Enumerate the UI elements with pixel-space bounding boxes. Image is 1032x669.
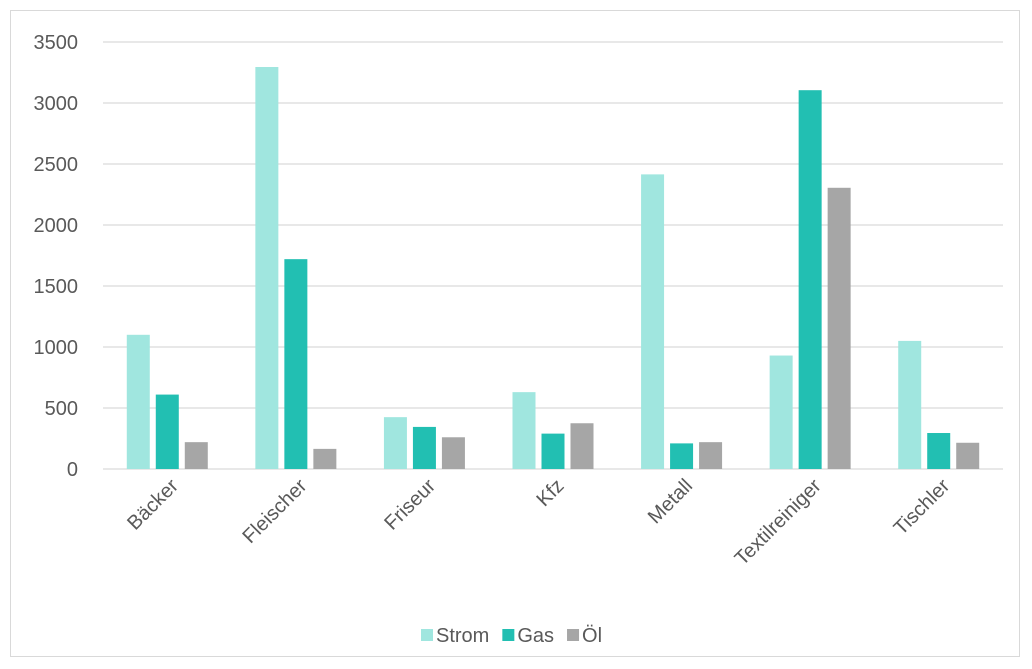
legend: Strom Gas Öl xyxy=(421,625,602,647)
y-tick-label: 500 xyxy=(45,398,78,420)
bar-Öl-Textilreiniger xyxy=(827,187,851,470)
legend-label: Strom xyxy=(436,625,489,647)
gridlines xyxy=(103,41,1003,470)
legend-swatch-Öl xyxy=(567,629,580,641)
x-tick-label: Bäcker xyxy=(123,475,183,535)
y-tick-label: 1500 xyxy=(34,276,79,298)
bar-Gas-Kfz xyxy=(541,433,565,469)
bar-Strom-Kfz xyxy=(512,392,536,469)
bar-Strom-Friseur xyxy=(383,417,407,469)
y-tick-label: 0 xyxy=(67,459,78,481)
chart-frame xyxy=(10,10,1020,657)
y-tick-label: 1000 xyxy=(34,337,79,359)
bar-Gas-Tischler xyxy=(927,433,951,469)
bar-Gas-Friseur xyxy=(412,426,436,469)
bar-Öl-Bäcker xyxy=(184,442,208,469)
x-axis-ticks: Bäcker Fleischer Friseur Kfz Metall Textilrei… xyxy=(123,475,954,570)
x-tick-label: Friseur xyxy=(380,475,440,535)
bar-Strom-Textilreiniger xyxy=(769,355,793,469)
x-tick-label: Kfz xyxy=(533,475,569,511)
bar-Gas-Bäcker xyxy=(155,394,179,469)
bar-Strom-Metall xyxy=(641,174,665,469)
bar-Strom-Fleischer xyxy=(255,67,279,469)
x-tick-label: Textilreiniger xyxy=(731,475,826,570)
x-tick-label: Metall xyxy=(644,475,697,528)
bar-Gas-Metall xyxy=(670,443,694,469)
bar-Öl-Friseur xyxy=(441,437,465,469)
x-tick-label: Fleischer xyxy=(238,475,311,548)
bar-Öl-Metall xyxy=(699,442,723,469)
x-tick-label: Tischler xyxy=(890,475,955,540)
legend-label: Gas xyxy=(517,625,554,647)
legend-swatch-Strom xyxy=(421,629,433,641)
bar-Strom-Bäcker xyxy=(126,334,150,469)
y-tick-label: 2000 xyxy=(34,215,79,237)
bar-Strom-Tischler xyxy=(898,340,922,469)
bar-Öl-Tischler xyxy=(956,442,980,469)
bar-Öl-Fleischer xyxy=(313,448,337,469)
legend-label: Öl xyxy=(582,625,602,647)
bar-Gas-Textilreiniger xyxy=(798,90,822,469)
bars xyxy=(126,67,980,470)
y-axis-ticks: 0 500 1000 1500 2000 2500 3000 3500 xyxy=(34,32,79,481)
y-tick-label: 3500 xyxy=(34,32,79,54)
y-tick-label: 2500 xyxy=(34,154,79,176)
legend-swatch-Gas xyxy=(502,629,515,641)
bar-Gas-Fleischer xyxy=(284,259,308,469)
y-tick-label: 3000 xyxy=(34,93,79,115)
bar-Öl-Kfz xyxy=(570,423,594,469)
